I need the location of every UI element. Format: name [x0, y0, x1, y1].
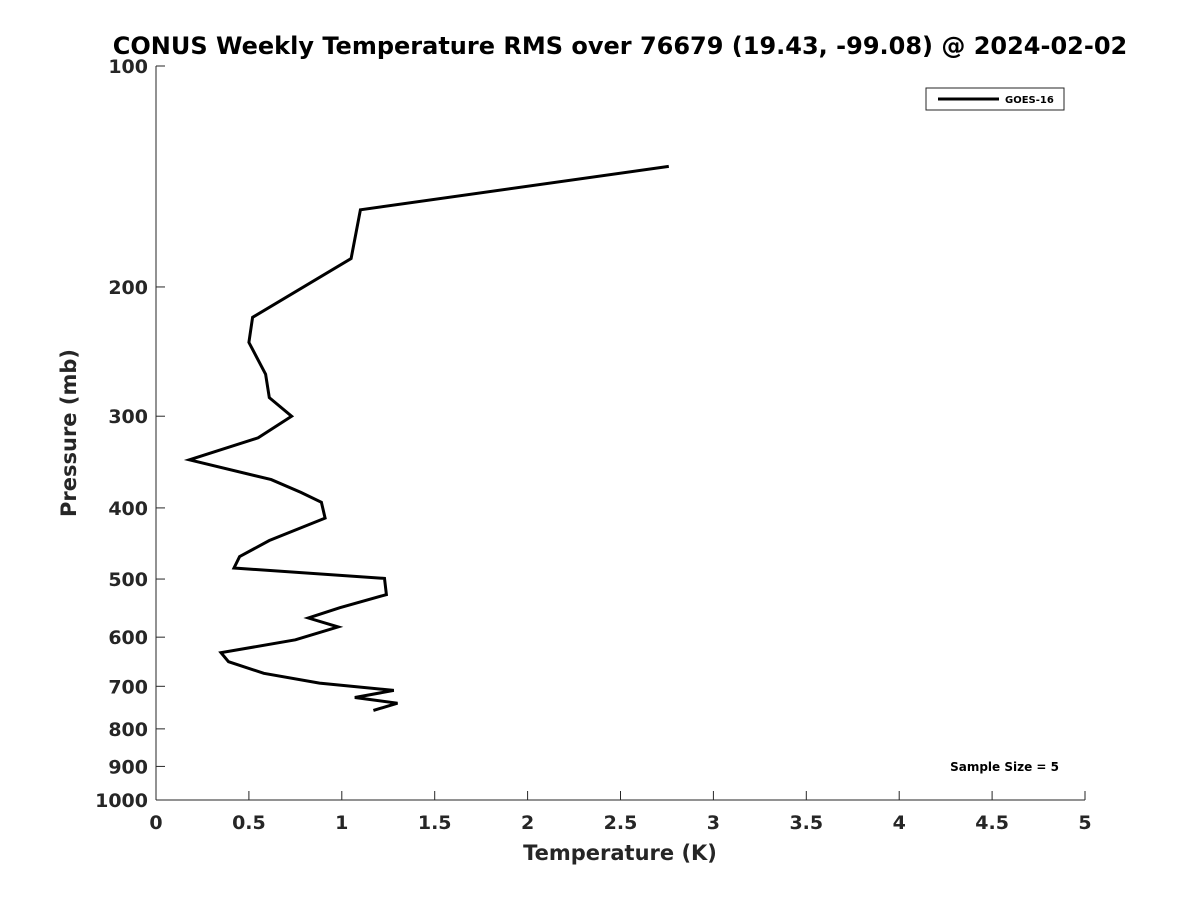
x-tick-label: 2 — [521, 812, 534, 834]
legend-entry-goes-16: GOES-16 — [1005, 95, 1054, 106]
y-axis-label: Pressure (mb) — [57, 349, 81, 517]
x-tick-label: 4 — [893, 812, 906, 834]
x-tick-label: 0 — [149, 812, 162, 834]
y-tick-label: 200 — [108, 277, 148, 299]
sample-size-annotation: Sample Size = 5 — [950, 760, 1059, 774]
y-tick-label: 100 — [108, 56, 148, 78]
y-ticks: 100 200 300 400 500 600 700 800 900 1000 — [95, 56, 165, 812]
legend: GOES-16 — [925, 87, 1065, 111]
series-group — [183, 164, 670, 712]
x-tick-label: 1.5 — [418, 812, 452, 834]
y-tick-label: 500 — [108, 569, 148, 591]
y-tick-label: 900 — [108, 756, 148, 778]
x-tick-label: 4.5 — [975, 812, 1009, 834]
x-tick-label: 0.5 — [232, 812, 266, 834]
x-tick-label: 1 — [335, 812, 348, 834]
chart-title: CONUS Weekly Temperature RMS over 76679 … — [113, 32, 1127, 60]
y-tick-label: 800 — [108, 719, 148, 741]
x-ticks: 0 0.5 1 1.5 2 2.5 3 3.5 4 4.5 5 — [149, 791, 1092, 834]
x-axis-label: Temperature (K) — [523, 841, 717, 865]
x-tick-label: 3 — [707, 812, 720, 834]
y-tick-label: 700 — [108, 676, 148, 698]
x-tick-label: 3.5 — [789, 812, 823, 834]
x-tick-label: 2.5 — [604, 812, 638, 834]
y-tick-label: 1000 — [95, 790, 148, 812]
y-tick-label: 600 — [108, 627, 148, 649]
y-tick-label: 400 — [108, 498, 148, 520]
series-line-goes-16 — [183, 164, 670, 712]
y-tick-label: 300 — [108, 406, 148, 428]
x-tick-label: 5 — [1078, 812, 1091, 834]
